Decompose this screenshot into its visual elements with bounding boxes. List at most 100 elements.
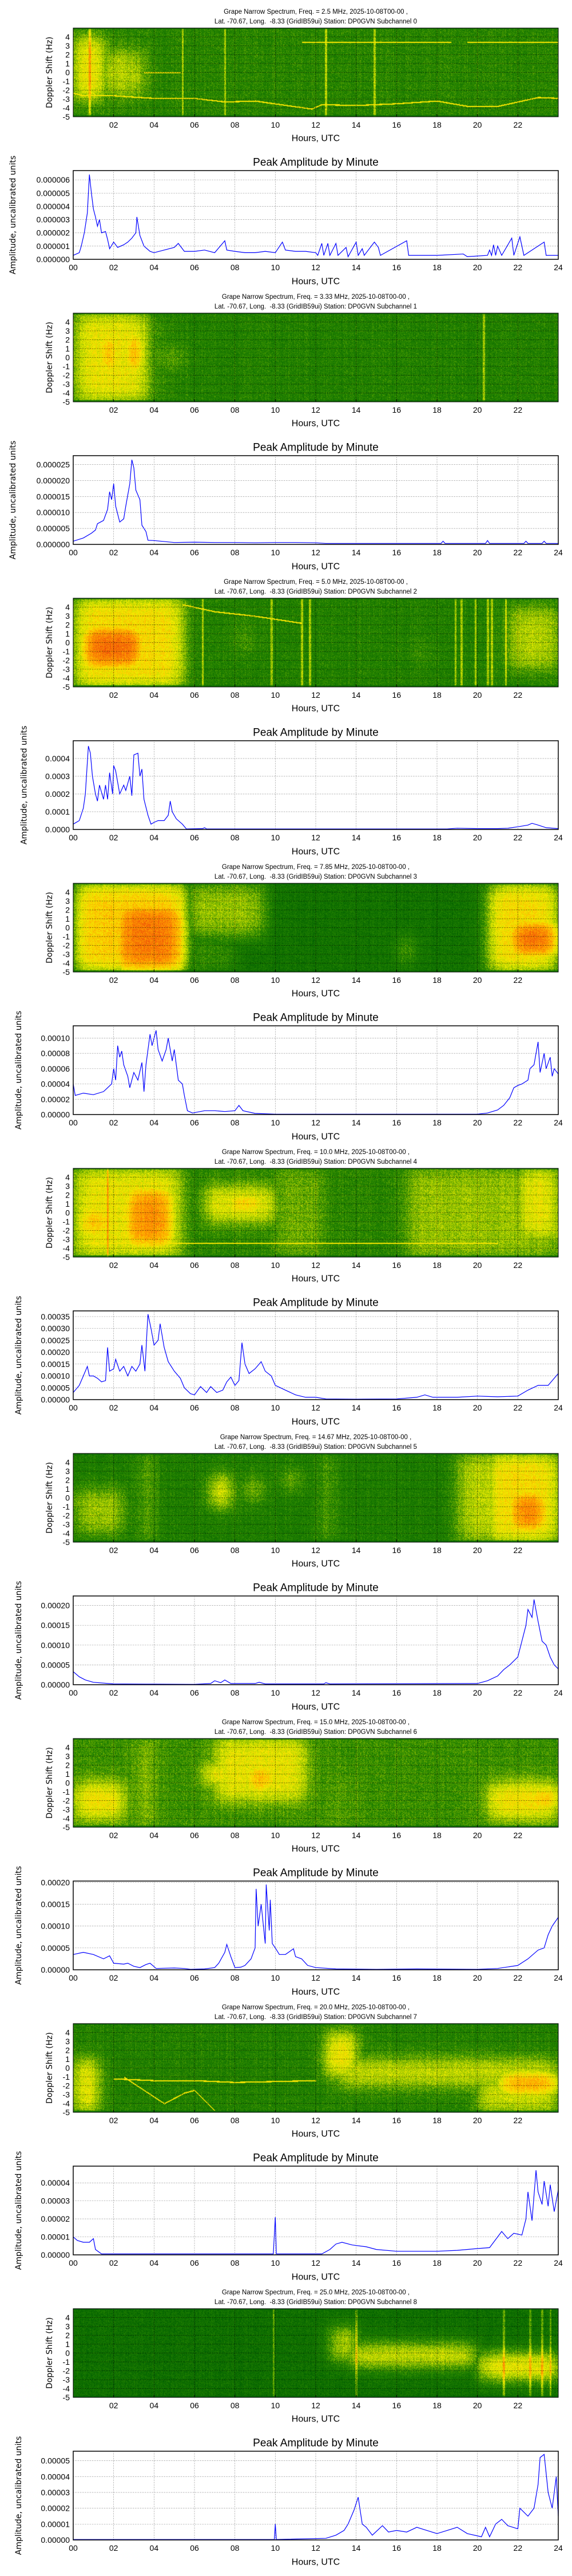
x-tick-label: 14 bbox=[352, 690, 361, 700]
amplitude-line bbox=[73, 174, 558, 258]
y-tick-label: 2 bbox=[65, 2331, 70, 2340]
y-tick-label: -4 bbox=[63, 389, 70, 398]
y-tick-label: 1 bbox=[65, 2340, 70, 2349]
y-tick-label: -1 bbox=[63, 1787, 70, 1796]
y-tick-label: 0 bbox=[65, 1779, 70, 1788]
amplitude-frame bbox=[73, 1025, 559, 1115]
x-tick-label: 20 bbox=[473, 833, 482, 842]
x-tick-label: 16 bbox=[392, 1546, 402, 1555]
y-tick-label: -1 bbox=[63, 2357, 70, 2366]
x-tick-label: 00 bbox=[69, 263, 78, 272]
x-axis-label: Hours, UTC bbox=[292, 704, 340, 714]
spectrogram-panel-3 bbox=[73, 883, 559, 973]
spectrogram-panel-6 bbox=[73, 1738, 559, 1828]
y-tick-label: 4 bbox=[65, 2313, 70, 2322]
x-tick-label: 00 bbox=[69, 1403, 78, 1412]
amplitude-title: Peak Amplitude by Minute bbox=[253, 2437, 379, 2449]
x-tick-label: 12 bbox=[311, 120, 320, 129]
x-tick-label: 04 bbox=[150, 2116, 159, 2125]
x-tick-label: 18 bbox=[432, 548, 442, 557]
amplitude-title: Peak Amplitude by Minute bbox=[253, 442, 379, 454]
x-tick-label: 22 bbox=[514, 833, 523, 842]
x-tick-label: 06 bbox=[190, 975, 199, 985]
spectrogram-frame bbox=[73, 313, 559, 402]
x-tick-label: 22 bbox=[514, 1403, 523, 1412]
y-tick-label: -4 bbox=[63, 959, 70, 968]
y-tick-label: 3 bbox=[65, 41, 70, 50]
x-tick-label: 10 bbox=[271, 833, 280, 842]
y-tick-label: -5 bbox=[63, 1253, 70, 1262]
spectrogram-title-line-2: Lat. -70.67, Long. -8.33 (GridIB59ui) St… bbox=[214, 874, 417, 880]
x-tick-label: 22 bbox=[514, 1118, 523, 1127]
y-tick-label: 1 bbox=[65, 1484, 70, 1494]
x-tick-label: 08 bbox=[231, 975, 240, 985]
y-tick-label: 2 bbox=[65, 1476, 70, 1485]
y-tick-label: -2 bbox=[63, 1796, 70, 1805]
x-tick-label: 06 bbox=[190, 1261, 199, 1270]
y-tick-label: 0.00020 bbox=[41, 1878, 70, 1887]
y-tick-label: -2 bbox=[63, 2081, 70, 2091]
spectrogram-frame bbox=[73, 1453, 559, 1543]
x-tick-label: 02 bbox=[109, 690, 118, 700]
y-axis-label: Amplitude, uncalibrated units bbox=[14, 1011, 23, 1130]
x-tick-label: 14 bbox=[352, 1831, 361, 1840]
y-tick-label: 3 bbox=[65, 1752, 70, 1761]
x-tick-label: 04 bbox=[150, 263, 159, 272]
spectrogram-frame bbox=[73, 598, 559, 688]
y-tick-label: 1 bbox=[65, 914, 70, 923]
x-tick-label: 18 bbox=[432, 690, 442, 700]
amplitude-panel-7 bbox=[73, 2166, 559, 2255]
y-tick-label: -1 bbox=[63, 2072, 70, 2081]
spectrogram-frame bbox=[73, 1168, 559, 1258]
y-tick-label: 0.00035 bbox=[41, 1312, 70, 1321]
x-tick-label: 08 bbox=[231, 1688, 240, 1697]
y-tick-label: 0.00000 bbox=[41, 1680, 70, 1689]
y-tick-label: -3 bbox=[63, 94, 70, 104]
amplitude-frame bbox=[73, 455, 559, 545]
y-tick-label: 0.0002 bbox=[45, 789, 70, 799]
x-tick-label: 04 bbox=[150, 1403, 159, 1412]
x-tick-label: 10 bbox=[271, 120, 280, 129]
plot-background bbox=[73, 1881, 558, 1970]
amplitude-title: Peak Amplitude by Minute bbox=[253, 2152, 379, 2164]
y-tick-label: -1 bbox=[63, 932, 70, 941]
x-tick-label: 24 bbox=[554, 1973, 563, 1982]
x-tick-label: 18 bbox=[432, 120, 442, 129]
x-tick-label: 18 bbox=[432, 2258, 442, 2267]
y-tick-label: 4 bbox=[65, 318, 70, 327]
y-tick-label: -4 bbox=[63, 674, 70, 683]
plot-background bbox=[73, 2166, 558, 2255]
x-tick-label: 02 bbox=[109, 975, 118, 985]
x-tick-label: 16 bbox=[392, 1688, 402, 1697]
y-tick-label: -4 bbox=[63, 1529, 70, 1538]
x-tick-label: 06 bbox=[190, 690, 199, 700]
spectrogram-title-line-1: Grape Narrow Spectrum, Freq. = 20.0 MHz,… bbox=[222, 2004, 410, 2011]
y-tick-label: 0.00005 bbox=[41, 1660, 70, 1669]
spectrogram-title-line-1: Grape Narrow Spectrum, Freq. = 3.33 MHz,… bbox=[222, 294, 410, 301]
x-tick-label: 16 bbox=[392, 2401, 402, 2410]
y-tick-label: 0.00025 bbox=[41, 1336, 70, 1345]
y-tick-label: -1 bbox=[63, 647, 70, 656]
spectrogram-frame bbox=[73, 883, 559, 973]
spectrogram-title-line-2: Lat. -70.67, Long. -8.33 (GridIB59ui) St… bbox=[214, 1729, 417, 1736]
x-tick-label: 06 bbox=[190, 2116, 199, 2125]
x-tick-label: 22 bbox=[514, 263, 523, 272]
y-tick-label: 0.00010 bbox=[41, 1922, 70, 1931]
x-tick-label: 04 bbox=[150, 2258, 159, 2267]
x-tick-label: 16 bbox=[392, 405, 402, 414]
x-tick-label: 14 bbox=[352, 975, 361, 985]
x-tick-label: 14 bbox=[352, 1973, 361, 1982]
x-axis-label: Hours, UTC bbox=[292, 2273, 340, 2282]
x-tick-label: 10 bbox=[271, 2543, 280, 2553]
x-tick-label: 20 bbox=[473, 1688, 482, 1697]
x-tick-label: 04 bbox=[150, 1118, 159, 1127]
x-tick-label: 22 bbox=[514, 2116, 523, 2125]
x-tick-label: 04 bbox=[150, 2543, 159, 2553]
y-tick-label: -2 bbox=[63, 1511, 70, 1520]
amplitude-title: Peak Amplitude by Minute bbox=[253, 157, 379, 169]
x-tick-label: 08 bbox=[231, 1973, 240, 1982]
y-tick-label: -5 bbox=[63, 397, 70, 406]
y-axis-label: Amplitude, uncalibrated units bbox=[9, 156, 18, 275]
x-tick-label: 08 bbox=[231, 120, 240, 129]
x-tick-label: 12 bbox=[311, 1688, 320, 1697]
